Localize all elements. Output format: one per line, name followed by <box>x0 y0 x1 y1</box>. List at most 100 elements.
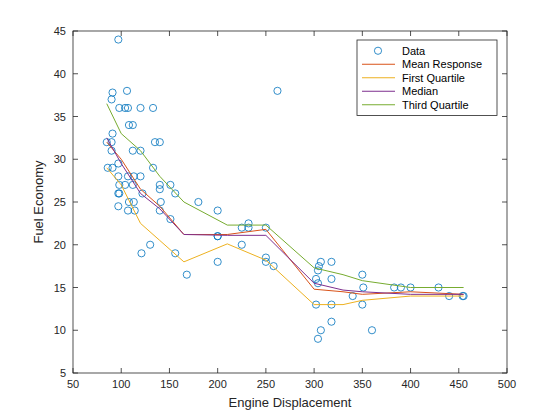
data-point <box>137 173 144 180</box>
data-point <box>138 250 145 257</box>
x-axis-label: Engine Displacement <box>229 395 352 410</box>
data-point <box>328 258 335 265</box>
data-point <box>317 258 324 265</box>
x-tick <box>265 368 266 373</box>
data-point <box>115 36 122 43</box>
x-tick <box>217 368 218 373</box>
x-tick <box>458 31 459 36</box>
data-point <box>359 271 366 278</box>
x-tick <box>121 31 122 36</box>
x-tick-label: 100 <box>112 378 130 390</box>
data-point <box>195 198 202 205</box>
y-tick <box>73 31 78 32</box>
x-tick <box>217 31 218 36</box>
data-point <box>123 87 130 94</box>
x-tick <box>458 368 459 373</box>
y-tick <box>502 287 507 288</box>
x-tick <box>265 31 266 36</box>
data-point <box>245 220 252 227</box>
x-tick-label: 150 <box>160 378 178 390</box>
legend-label: Data <box>402 45 426 57</box>
x-tick-label: 300 <box>305 378 323 390</box>
data-line <box>107 168 464 305</box>
x-tick-label: 50 <box>67 378 79 390</box>
data-line <box>107 104 464 288</box>
data-point <box>149 104 156 111</box>
y-tick <box>73 73 78 74</box>
x-tick-label: 500 <box>498 378 516 390</box>
legend-line <box>362 104 395 105</box>
data-point <box>156 207 163 214</box>
axes-frame <box>73 31 507 373</box>
y-tick-label: 30 <box>54 153 66 165</box>
x-tick <box>362 368 363 373</box>
legend-line <box>362 91 395 92</box>
data-point <box>214 207 221 214</box>
y-tick <box>73 330 78 331</box>
legend-marker <box>374 47 381 54</box>
data-point <box>131 207 138 214</box>
data-point <box>312 275 319 282</box>
plot-area <box>73 31 507 373</box>
data-point <box>214 258 221 265</box>
data-point <box>124 207 131 214</box>
legend-label: First Quartile <box>402 72 465 84</box>
y-tick-label: 45 <box>54 25 66 37</box>
y-tick-label: 5 <box>60 367 66 379</box>
data-group <box>103 36 467 342</box>
data-point <box>109 164 116 171</box>
y-tick <box>73 287 78 288</box>
data-point <box>156 139 163 146</box>
y-tick <box>73 116 78 117</box>
data-point <box>115 190 122 197</box>
data-point <box>147 241 154 248</box>
data-point <box>116 190 123 197</box>
data-point <box>108 96 115 103</box>
y-tick-label: 10 <box>54 324 66 336</box>
y-tick <box>73 202 78 203</box>
x-tick <box>73 31 74 36</box>
data-point <box>274 87 281 94</box>
background <box>0 0 560 420</box>
y-tick-label: 20 <box>54 239 66 251</box>
data-point <box>328 275 335 282</box>
data-point <box>328 318 335 325</box>
data-point <box>109 130 116 137</box>
data-point <box>317 327 324 334</box>
data-point <box>214 233 221 240</box>
chart: 5010015020025030035040045050051015202530… <box>0 0 560 420</box>
y-tick <box>73 373 78 374</box>
x-tick-label: 250 <box>257 378 275 390</box>
x-tick <box>169 31 170 36</box>
x-tick-label: 450 <box>450 378 468 390</box>
data-point <box>314 335 321 342</box>
x-tick <box>410 31 411 36</box>
data-point <box>124 104 131 111</box>
data-point <box>115 203 122 210</box>
x-tick-label: 350 <box>353 378 371 390</box>
x-tick <box>169 368 170 373</box>
x-tick <box>507 31 508 36</box>
x-tick <box>314 368 315 373</box>
data-point <box>359 301 366 308</box>
legend-box <box>357 40 497 116</box>
legend-label: Median <box>402 85 438 97</box>
x-tick <box>314 31 315 36</box>
data-point <box>214 233 221 240</box>
x-tick <box>362 31 363 36</box>
y-tick-label: 40 <box>54 68 66 80</box>
data-point <box>129 147 136 154</box>
data-point <box>156 186 163 193</box>
data-point <box>137 104 144 111</box>
legend: DataMean ResponseFirst QuartileMedianThi… <box>357 40 497 116</box>
data-point <box>183 271 190 278</box>
x-tick <box>507 368 508 373</box>
y-tick <box>502 116 507 117</box>
data-point <box>368 327 375 334</box>
y-tick <box>502 330 507 331</box>
y-tick-label: 15 <box>54 282 66 294</box>
data-point <box>360 284 367 291</box>
y-tick <box>502 73 507 74</box>
legend-label: Mean Response <box>402 58 482 70</box>
y-tick-label: 25 <box>54 196 66 208</box>
